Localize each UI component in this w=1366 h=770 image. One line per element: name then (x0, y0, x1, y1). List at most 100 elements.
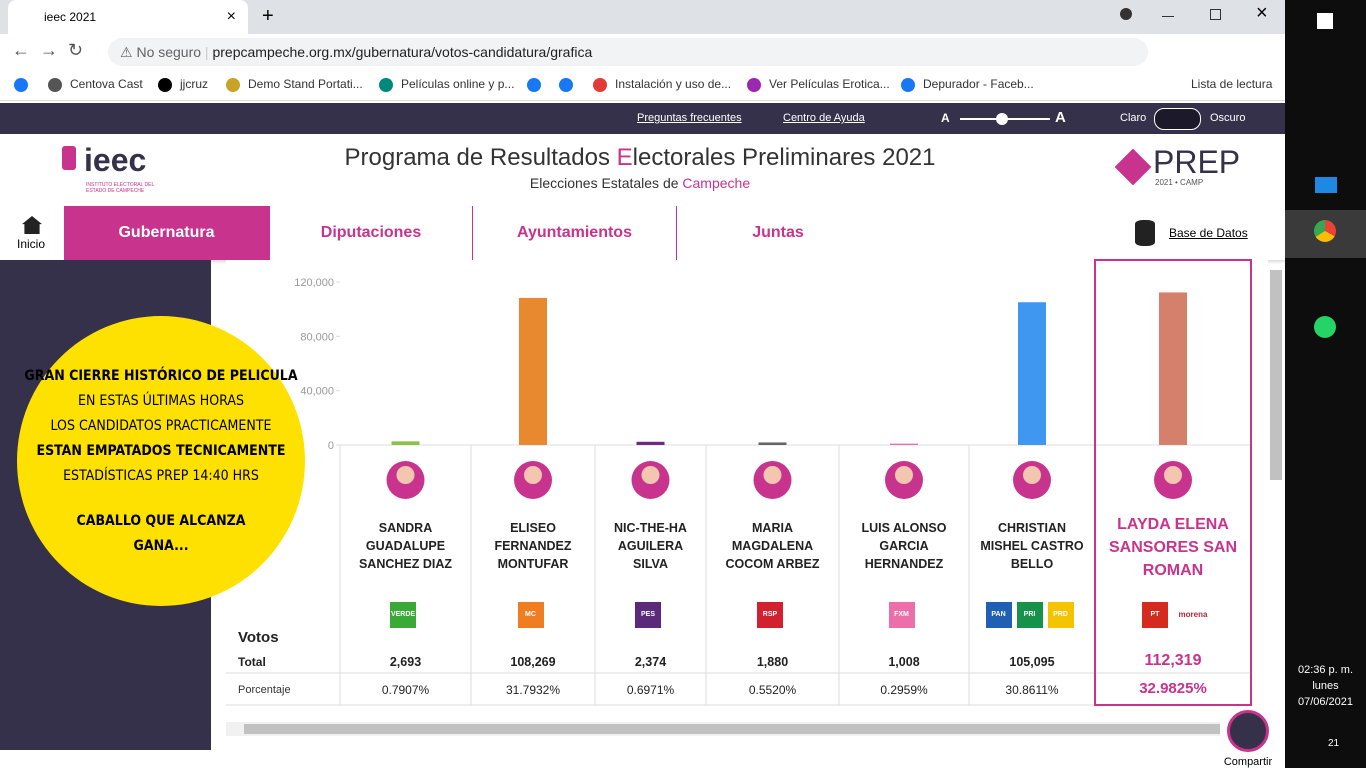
bar (519, 297, 547, 445)
party-logo: PES (635, 602, 661, 628)
bookmark-icon (379, 78, 393, 92)
bar (758, 442, 787, 445)
browser-tab[interactable]: ieec 2021 × (8, 0, 248, 34)
subtitle: Elecciones Estatales de (529, 175, 679, 191)
notification-count[interactable]: 21 (1328, 738, 1340, 749)
bookmark[interactable]: jjcruz (180, 77, 209, 91)
promo-circle: GRAN CIERRE HISTÓRICO DE PELICULA EN ESTA… (17, 316, 305, 606)
promo-line: ESTADÍSTICAS PREP 14:40 HRS (63, 467, 259, 484)
candidate-name: SANDRA GUADALUPE SANCHEZ DIAZ (358, 521, 453, 571)
party-logo: FXM (888, 602, 915, 628)
votes-label: Votos (238, 629, 279, 646)
avatar-face (1023, 466, 1041, 484)
taskbar: 02:36 p. m. lunes 07/06/2021 21 (1285, 0, 1366, 768)
reading-list[interactable]: Lista de lectura (1191, 77, 1273, 91)
y-tick-label: 40,000 (300, 386, 334, 398)
url: prepcampeche.org.mx/gubernatura/votos-ca… (212, 44, 593, 60)
bookmark-icon (226, 78, 240, 92)
omnibox[interactable]: ⚠ No seguro | prepcampeche.org.mx/gubern… (108, 38, 1148, 66)
total-value: 1,008 (888, 655, 920, 669)
title-part: lectorales Preliminares 2021 (632, 144, 936, 171)
avatar-face (641, 466, 660, 484)
site-header: ieec INSTITUTO ELECTORAL DEL ESTADO DE C… (0, 134, 1285, 206)
nav-tab[interactable]: Juntas (676, 206, 879, 260)
font-small[interactable]: A (941, 111, 950, 125)
clock-date: 07/06/2021 (1297, 696, 1354, 708)
total-value: 112,319 (1144, 652, 1202, 669)
bar (890, 443, 918, 445)
subtitle-state: Campeche (682, 175, 751, 191)
promo-line: LOS CANDIDATOS PRACTICAMENTE (50, 417, 272, 434)
faq-link[interactable]: Preguntas frecuentes (637, 112, 742, 124)
bookmark[interactable]: Ver Películas Erotica... (769, 77, 890, 91)
y-tick-label: 120,000 (294, 277, 334, 289)
percent-value: 0.2959% (880, 683, 928, 697)
percent-value: 0.7907% (381, 683, 430, 697)
promo-line: GRAN CIERRE HISTÓRICO DE PELICULA (24, 367, 298, 384)
dark-label: Oscuro (1210, 112, 1246, 124)
h-scrollbar[interactable] (226, 722, 1268, 736)
candidate-name: CHRISTIAN MISHEL CASTRO BELLO (980, 521, 1084, 571)
candidate-name: LAYDA ELENA SANSORES SAN ROMAN (1108, 516, 1238, 579)
nav-tab[interactable]: Diputaciones (269, 206, 472, 260)
bar (1018, 302, 1046, 445)
font-large[interactable]: A (1055, 109, 1066, 126)
candidate-name: ELISEO FERNANDEZ MONTUFAR (494, 521, 572, 571)
total-label: Total (238, 655, 266, 669)
bar (1159, 292, 1187, 445)
site-top-bar: Preguntas frecuentes Centro de Ayuda A A… (0, 103, 1285, 134)
light-label: Claro (1120, 112, 1147, 124)
clock-time: 02:36 p. m. (1297, 664, 1354, 676)
promo-line: ESTAN EMPATADOS TECNICAMENTE (36, 442, 286, 459)
bookmark-icon (48, 78, 62, 92)
bookmark-icon (901, 78, 915, 92)
avatar-face (1164, 466, 1182, 484)
candidate-name: NIC-THE-HA AGUILERA SILVA (614, 521, 687, 571)
party-logo: PRI (1016, 602, 1043, 628)
party-logo: VERDE (390, 602, 416, 628)
theme-toggle[interactable] (1154, 108, 1201, 130)
bookmark[interactable]: Instalación y uso de... (615, 77, 732, 91)
party-logo: MC (517, 602, 544, 628)
nav-bar: Inicio Base de Datos Gubernatura Diputaci… (0, 206, 1285, 260)
bookmark-icon (747, 78, 761, 92)
database-link[interactable]: Base de Datos (1169, 226, 1248, 240)
bookmark-icon (14, 78, 28, 92)
title-part: Programa de Resultados (344, 144, 610, 171)
percent-label: Porcentaje (238, 684, 291, 696)
security-label: No seguro (136, 44, 202, 60)
bar (391, 441, 420, 445)
highlight-frame (1094, 259, 1252, 706)
party-logo: PAN (985, 602, 1012, 628)
bookmark-icon (593, 78, 607, 92)
bookmarks-bar: Centova Cast jjcruz Demo Stand Portati... P… (0, 70, 1285, 101)
tab-title: ieec 2021 (44, 10, 97, 24)
nav-tab[interactable]: Ayuntamientos (472, 206, 676, 260)
bookmark[interactable]: Centova Cast (70, 77, 143, 91)
share-label: Compartir (1223, 756, 1273, 768)
title-part: E (616, 144, 633, 171)
bookmark[interactable]: Depurador - Faceb... (923, 77, 1034, 91)
bookmark[interactable]: Películas online y p... (401, 77, 515, 91)
percent-value: 0.5520% (748, 683, 797, 697)
avatar-face (895, 466, 913, 484)
avatar-face (524, 466, 542, 484)
bookmark[interactable]: Demo Stand Portati... (248, 77, 363, 91)
share-button[interactable]: Compartir (1220, 708, 1276, 768)
prep-logo: PREP (1153, 144, 1241, 180)
nav-tab[interactable]: Gubernatura (64, 206, 269, 260)
logo: ieec (84, 142, 147, 178)
home-link[interactable]: Inicio (17, 237, 46, 251)
promo-line: CABALLO QUE ALCANZA (76, 512, 246, 529)
avatar-face (763, 466, 782, 484)
avatar-face (396, 466, 415, 484)
v-scrollbar[interactable] (1270, 270, 1282, 480)
party-logo: PT (1142, 602, 1168, 628)
party-logo: RSP (757, 602, 783, 628)
help-link[interactable]: Centro de Ayuda (783, 112, 865, 124)
percent-value: 0.6971% (626, 683, 675, 697)
percent-value: 31.7932% (505, 683, 561, 697)
prep-sub: 2021 • CAMP (1155, 178, 1204, 187)
bookmark-icon (527, 78, 541, 92)
chart: 0 40,000 80,000 120,000 (226, 259, 1252, 706)
